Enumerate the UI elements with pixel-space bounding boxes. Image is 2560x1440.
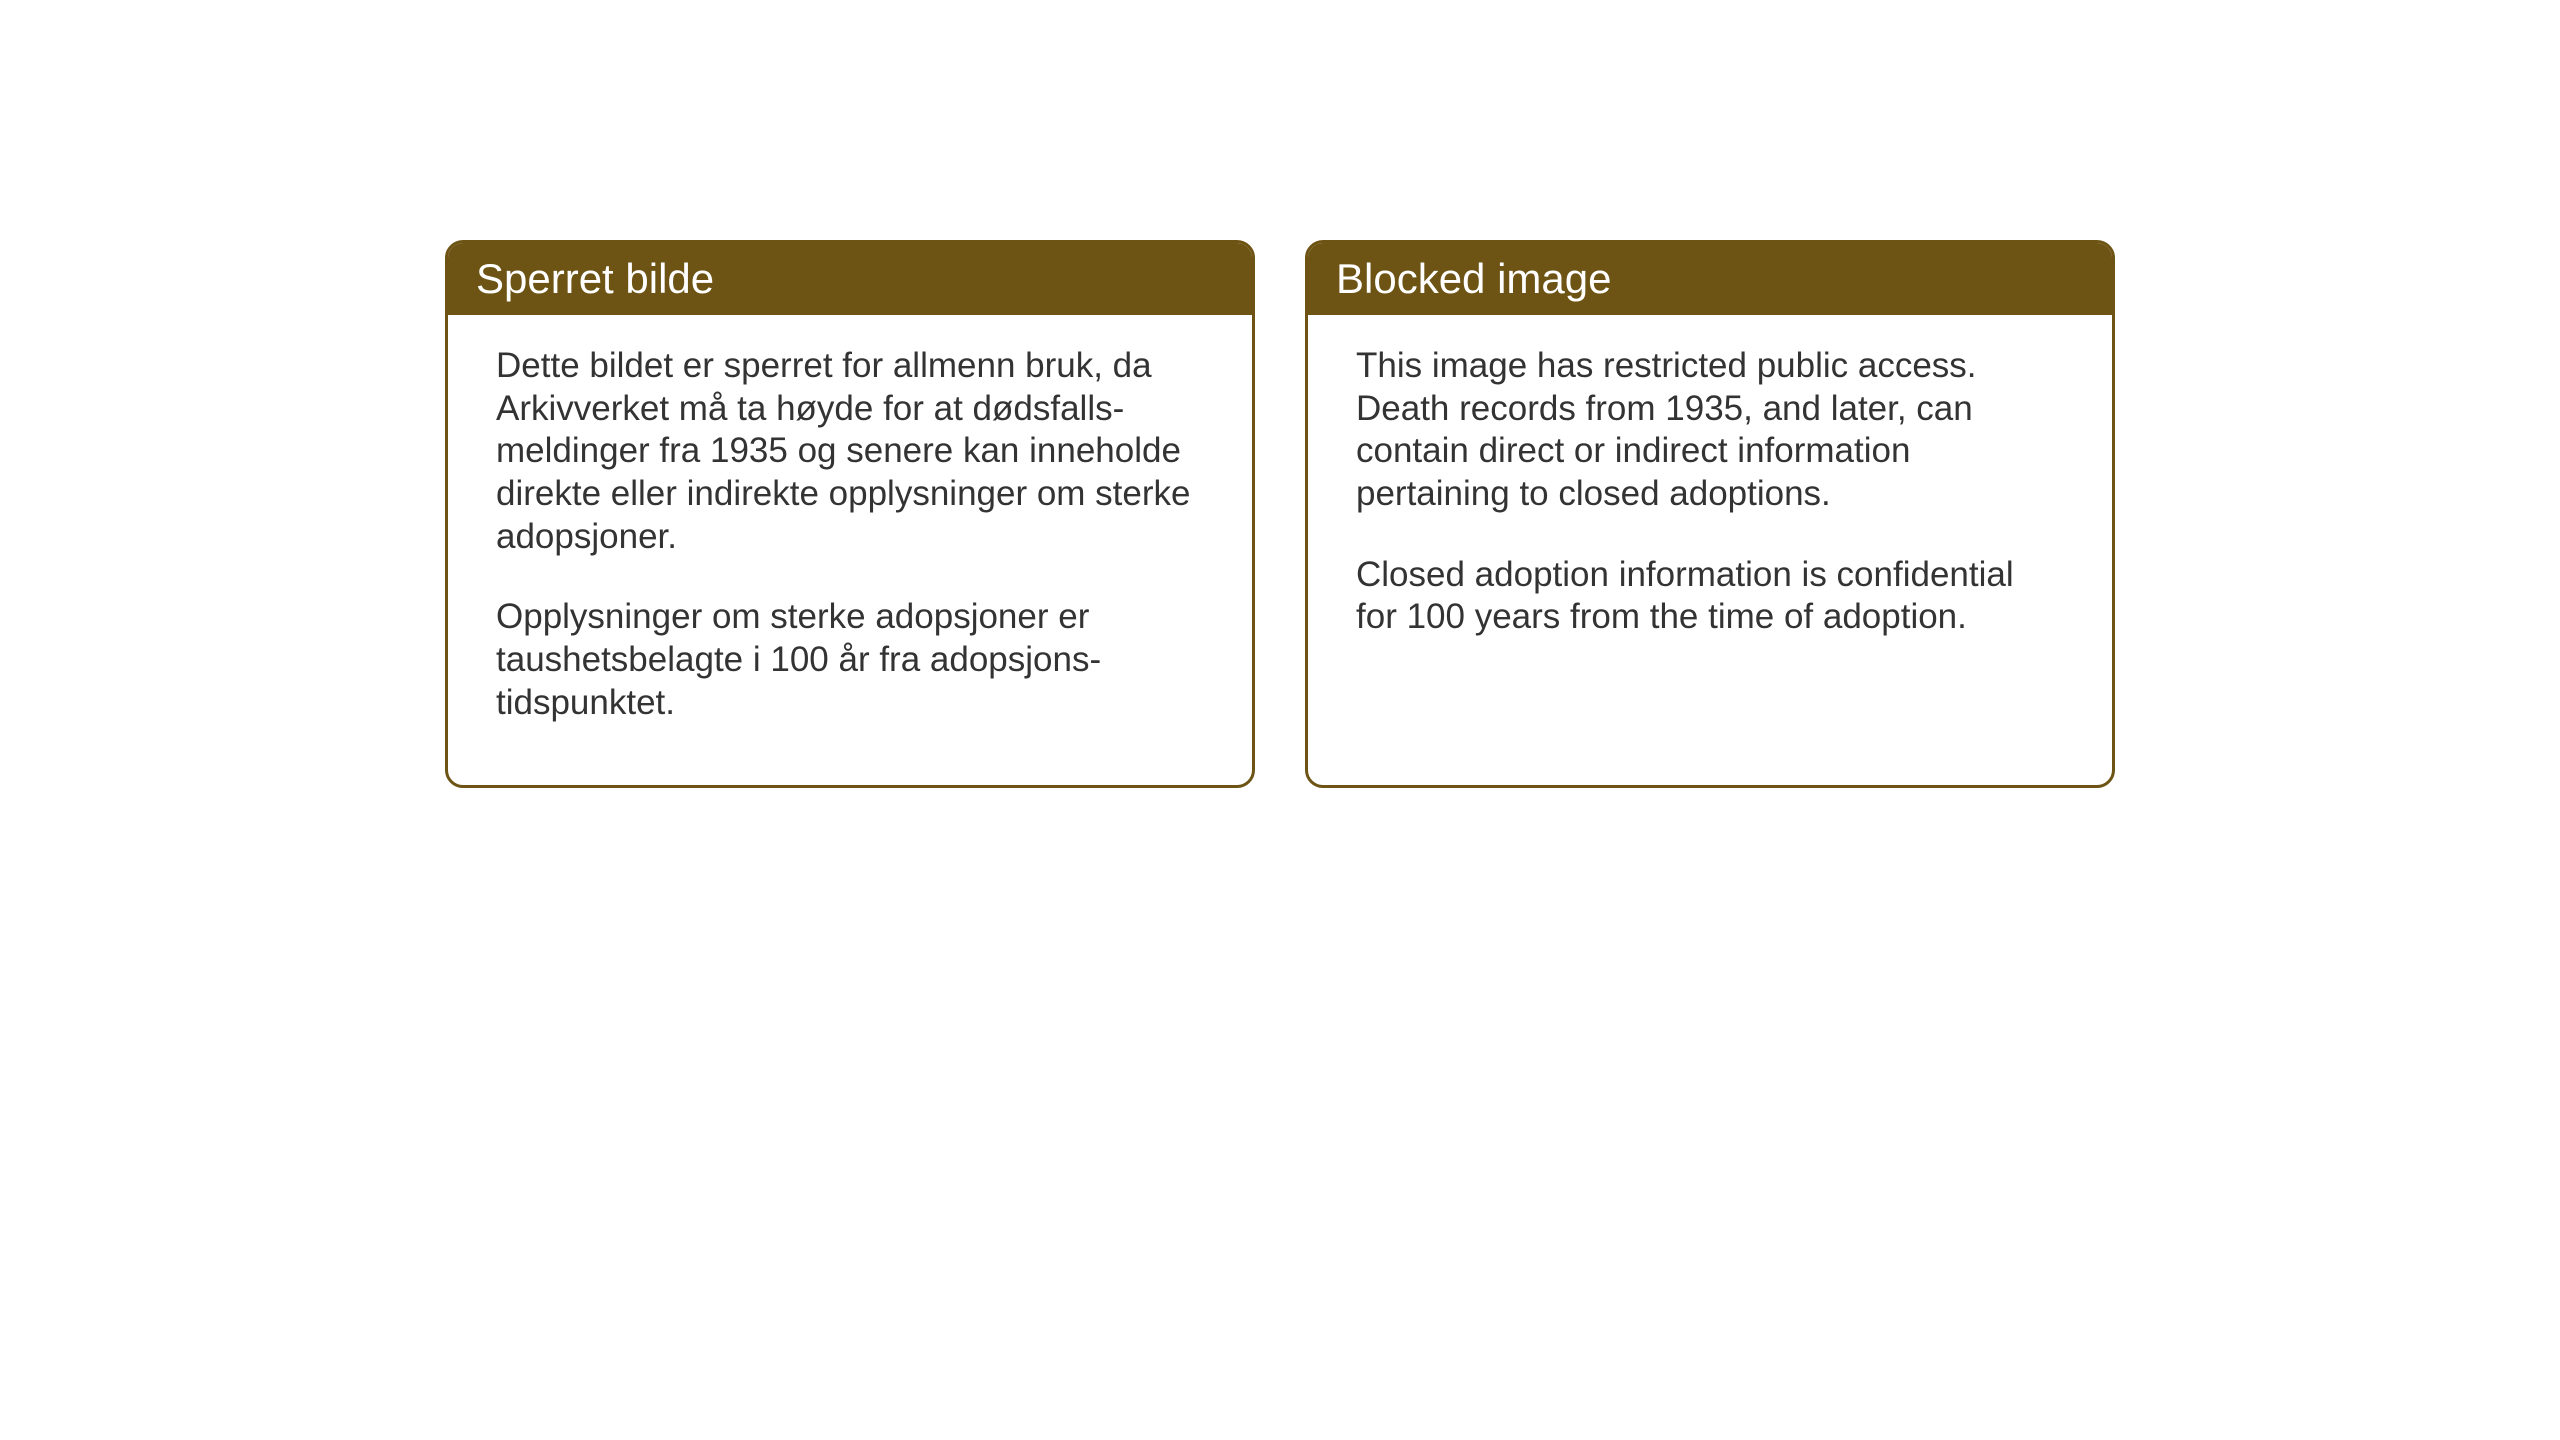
notice-box-english: Blocked image This image has restricted … <box>1305 240 2115 788</box>
notice-paragraph-2-norwegian: Opplysninger om sterke adopsjoner er tau… <box>496 596 1204 724</box>
notice-body-norwegian: Dette bildet er sperret for allmenn bruk… <box>448 315 1252 785</box>
notice-title-norwegian: Sperret bilde <box>476 255 714 302</box>
notice-title-english: Blocked image <box>1336 255 1611 302</box>
notice-box-norwegian: Sperret bilde Dette bildet er sperret fo… <box>445 240 1255 788</box>
notice-header-english: Blocked image <box>1308 243 2112 315</box>
notice-paragraph-1-english: This image has restricted public access.… <box>1356 345 2064 516</box>
notice-container: Sperret bilde Dette bildet er sperret fo… <box>445 240 2115 788</box>
notice-header-norwegian: Sperret bilde <box>448 243 1252 315</box>
notice-paragraph-2-english: Closed adoption information is confident… <box>1356 554 2064 639</box>
notice-body-english: This image has restricted public access.… <box>1308 315 2112 699</box>
notice-paragraph-1-norwegian: Dette bildet er sperret for allmenn bruk… <box>496 345 1204 558</box>
